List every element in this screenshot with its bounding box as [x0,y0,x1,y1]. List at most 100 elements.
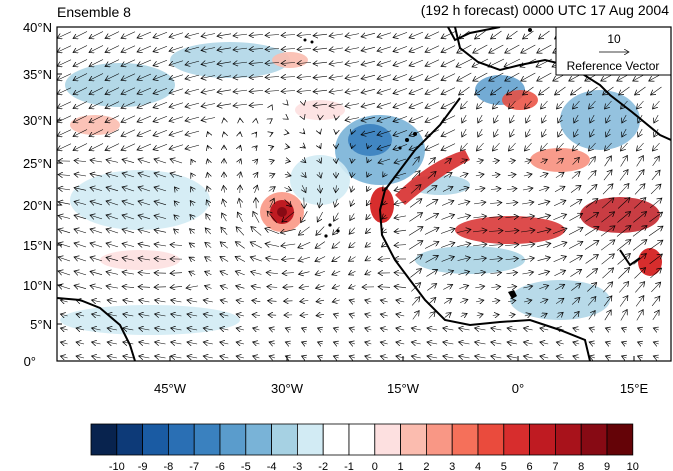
wind-vector [606,114,610,123]
wind-vector [473,216,486,218]
negative-anomaly-area [70,170,210,230]
wind-vector [526,128,530,137]
wind-vector [281,258,295,259]
wind-vector [249,104,264,105]
wind-vector [571,86,582,95]
wind-vector [461,100,468,109]
wind-vector [58,243,71,247]
wind-vector [426,186,437,193]
wind-vector [506,272,517,273]
wind-vector [365,243,372,247]
wind-vector [201,48,216,51]
wind-vector [154,258,167,259]
wind-vector [377,74,392,79]
wind-vector [650,268,661,279]
wind-vector [590,128,594,137]
wind-vector [522,272,533,274]
wind-vector [333,314,338,316]
wind-vector [313,76,328,78]
wind-vector [491,30,502,39]
wind-vector [106,229,119,233]
wind-vector [616,240,631,251]
wind-vector [424,228,439,235]
wind-vector [458,201,470,204]
wind-vector [207,186,209,193]
wind-vector [632,240,647,251]
wind-vector [154,244,167,246]
wind-vector [265,49,280,50]
wind-vector [478,128,482,137]
wind-vector [377,116,392,121]
colorbar-label: 1 [398,461,404,471]
wind-vector [57,59,72,67]
wind-vector [155,328,166,330]
wind-vector [249,48,264,49]
wind-vector [153,116,168,121]
wind-vector [394,230,407,232]
wind-vector [411,328,421,330]
wind-vector [271,133,273,134]
x-tick-label: 30°W [271,381,304,396]
y-tick: 0° [24,354,62,369]
wind-vector [253,328,260,330]
wind-vector [393,88,408,93]
wind-vector [441,201,454,206]
wind-vector [537,215,550,218]
wind-vector [302,173,306,178]
wind-vector [90,271,103,274]
wind-vector [588,142,596,151]
wind-vector [139,300,150,302]
wind-vector [558,128,562,137]
wind-vector [620,142,628,151]
wind-vector [301,211,308,222]
wind-vector [601,198,614,209]
wind-vector [555,172,564,178]
wind-vector [139,356,150,358]
wind-vector [286,147,289,148]
wind-vector [265,63,280,64]
wind-vector [571,283,580,291]
colorbar-swatch [271,423,298,456]
wind-vector [122,272,135,274]
wind-vector [427,172,436,179]
wind-vector [107,342,117,344]
wind-vector [233,34,248,36]
wind-vector [233,48,248,50]
wind-vector [174,229,179,233]
wind-vector [185,89,200,93]
wind-vector [477,100,484,109]
wind-vector [425,101,440,108]
wind-vector [618,184,629,195]
wind-vector [458,271,469,274]
wind-vector [255,185,258,193]
x-tick: 15°W [387,356,420,396]
y-axis: 40°N 35°N 30°N 25°N 20°N 15°N 10°N 5°N 0… [23,20,62,369]
colorbar-label: -2 [318,461,328,471]
wind-vector [284,188,291,191]
wind-vector [60,300,68,302]
wind-vector [524,160,532,162]
wind-vector [409,213,422,222]
wind-vector [651,86,662,95]
wind-vector [298,241,311,248]
wind-vector [476,142,484,151]
wind-vector [393,46,408,51]
wind-vector [393,32,408,37]
wind-vector [636,156,644,167]
wind-vector [122,243,135,246]
wind-vector [380,342,388,344]
wind-vector [489,245,503,246]
wind-vector [569,255,583,263]
wind-vector [490,203,502,204]
wind-vector [105,73,120,81]
wind-vector [443,342,454,344]
wind-vector [409,59,424,66]
wind-vector [569,213,582,221]
wind-vector [637,100,644,109]
wind-vector [239,172,241,179]
wind-vector [459,342,470,344]
wind-vector [208,132,209,135]
wind-vector [332,241,341,249]
wind-vector [203,314,213,316]
wind-vector [107,356,117,358]
